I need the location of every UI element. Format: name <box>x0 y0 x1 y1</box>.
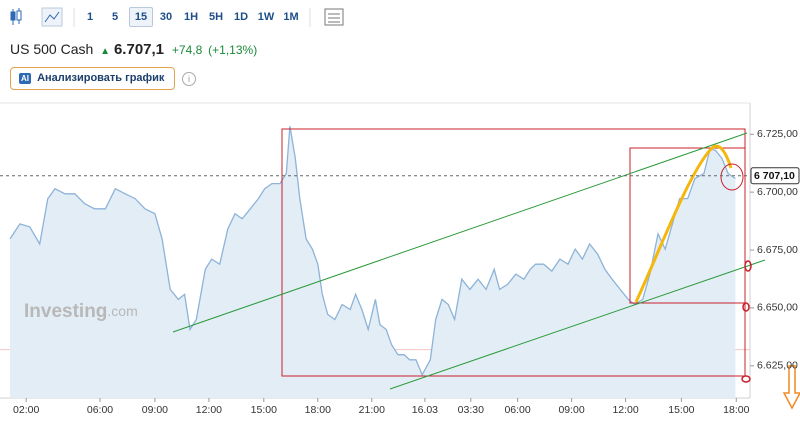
drawn-curve <box>634 144 733 303</box>
change-pct: (+1,13%) <box>208 43 258 57</box>
x-tick-label: 09:00 <box>142 404 168 416</box>
y-tick-label: 6.700,00 <box>757 186 798 198</box>
interval-button[interactable]: 5 <box>111 11 119 23</box>
x-tick-label: 15:00 <box>251 404 277 416</box>
table-icon[interactable] <box>324 8 344 26</box>
interval-button[interactable]: 1W <box>257 11 275 23</box>
x-tick-label: 18:00 <box>723 404 749 416</box>
interval-button[interactable]: 1M <box>283 11 299 23</box>
price: 6.707,1 <box>113 41 165 58</box>
x-tick-label: 09:00 <box>558 404 584 416</box>
y-tick-label: 6.675,00 <box>757 244 798 256</box>
watermark-brand: Investing <box>24 301 107 322</box>
interval-button[interactable]: 15 <box>129 7 153 27</box>
change: +74,8 <box>171 43 203 57</box>
drawn-ellipse <box>720 163 744 191</box>
info-icon[interactable]: i <box>182 72 196 86</box>
interval-button[interactable]: 5H <box>208 11 224 23</box>
up-arrow: ▲ <box>100 46 111 57</box>
ai-button[interactable]: AI Анализировать график <box>10 67 175 90</box>
drawn-arrow <box>782 365 800 410</box>
interval-button[interactable]: 1D <box>233 11 249 23</box>
trend-line <box>389 259 766 390</box>
x-tick-label: 15:00 <box>668 404 694 416</box>
quote-header: US 500 Cash ▲ 6.707,1 +74,8 (+1,13%) <box>10 41 257 58</box>
x-tick-label: 18:00 <box>305 404 331 416</box>
ai-badge: AI <box>19 72 31 84</box>
toolbar <box>10 7 344 27</box>
watermark: Investing.com <box>24 301 138 322</box>
ai-label: Анализировать график <box>37 72 165 84</box>
interval-button[interactable]: 1 <box>86 11 94 23</box>
area-fill <box>10 126 736 398</box>
x-tick-label: 06:00 <box>87 404 113 416</box>
interval-button[interactable]: 30 <box>159 11 173 23</box>
instrument-name: US 500 Cash <box>10 41 94 57</box>
drawings <box>172 128 800 410</box>
series-layer <box>0 126 750 398</box>
drawn-rectangle <box>629 147 746 304</box>
watermark-suffix: .com <box>107 303 137 319</box>
candles-icon[interactable] <box>10 8 22 25</box>
x-tick-label: 12:00 <box>612 404 638 416</box>
price-line <box>9 126 736 377</box>
last-price-box <box>750 167 800 185</box>
interval-button[interactable]: 1H <box>183 11 199 23</box>
trend-line <box>172 132 748 333</box>
x-tick-label: 06:00 <box>504 404 530 416</box>
x-tick-label: 12:00 <box>196 404 222 416</box>
y-tick-label: 6.625,00 <box>757 360 798 372</box>
x-tick-label: 21:00 <box>359 404 385 416</box>
x-tick-label: 16.03 <box>412 404 438 416</box>
x-tick-label: 02:00 <box>13 404 39 416</box>
drawn-ellipse <box>742 302 750 312</box>
area-icon-glyph <box>44 11 60 23</box>
x-tick-label: 03:30 <box>458 404 484 416</box>
drawn-ellipse <box>744 260 752 272</box>
last-price-label: 6 707,10 <box>754 170 795 182</box>
drawn-ellipse <box>741 375 751 383</box>
y-tick-label: 6.650,00 <box>757 302 798 314</box>
y-tick-label: 6.725,00 <box>757 128 798 140</box>
